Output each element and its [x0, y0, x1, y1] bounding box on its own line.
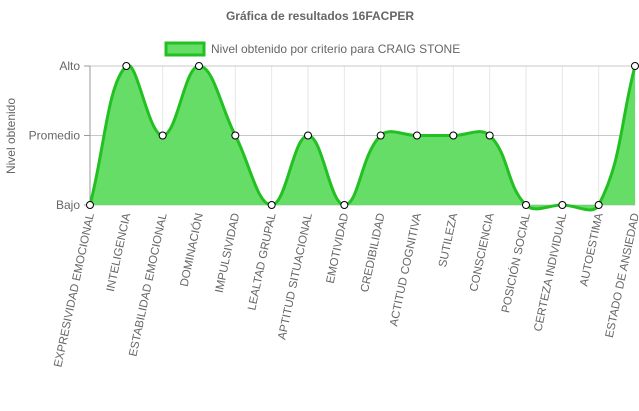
point: [558, 201, 567, 209]
area: [90, 65, 635, 210]
point: [413, 131, 421, 140]
point: [231, 131, 240, 140]
y-tick-label: Alto: [59, 59, 80, 73]
x-tick-label: ESTABILIDAD EMOCIONAL: [127, 212, 169, 358]
x-tick-label: IMPULSIVIDAD: [214, 212, 243, 294]
point: [195, 62, 203, 70]
x-tick-label: APTITUD SITUACIONAL: [276, 212, 315, 341]
y-tick-label: Bajo: [56, 198, 80, 212]
x-tick-label: CREDIBILIDAD: [359, 212, 387, 293]
y-tick-label: Promedio: [29, 129, 81, 143]
x-tick-label: AUTOESTIMA: [578, 212, 605, 288]
x-tick-label: EXPRESIVIDAD EMOCIONAL: [53, 212, 98, 369]
point: [340, 201, 349, 209]
point: [267, 201, 276, 209]
point: [376, 131, 385, 140]
point: [304, 131, 312, 140]
y-axis-label: Nivel obtenido: [4, 98, 18, 174]
point: [631, 62, 639, 70]
point: [86, 201, 94, 209]
point: [522, 201, 530, 209]
x-tick-label: LEALTAD GRUPAL: [246, 212, 278, 312]
x-tick-label: ESTADO DE ANSIEDAD: [604, 212, 639, 339]
legend-label: Nivel obtenido por criterio para CRAIG S…: [211, 42, 460, 56]
legend-swatch: [164, 41, 206, 57]
point: [158, 131, 167, 140]
x-tick-label: CERTEZA INDIVIDUAL: [532, 212, 569, 333]
x-tick-label: INTELIGENCIA: [105, 212, 133, 293]
x-tick-label: DOMINACIÓN: [178, 212, 206, 288]
x-tick-label: EMOTIVIDAD: [325, 212, 352, 284]
point: [122, 62, 131, 70]
x-tick-label: POSICIÓN SOCIAL: [499, 211, 533, 314]
point: [449, 131, 458, 140]
chart-title: Gráfica de resultados 16FACPER: [226, 9, 414, 23]
point: [594, 201, 603, 209]
x-tick-label: SUTILEZA: [437, 212, 460, 269]
point: [485, 131, 494, 140]
x-tick-label: CONSCIENCIA: [468, 212, 496, 293]
x-tick-label: ACTITUD COGNITIVA: [388, 212, 424, 328]
